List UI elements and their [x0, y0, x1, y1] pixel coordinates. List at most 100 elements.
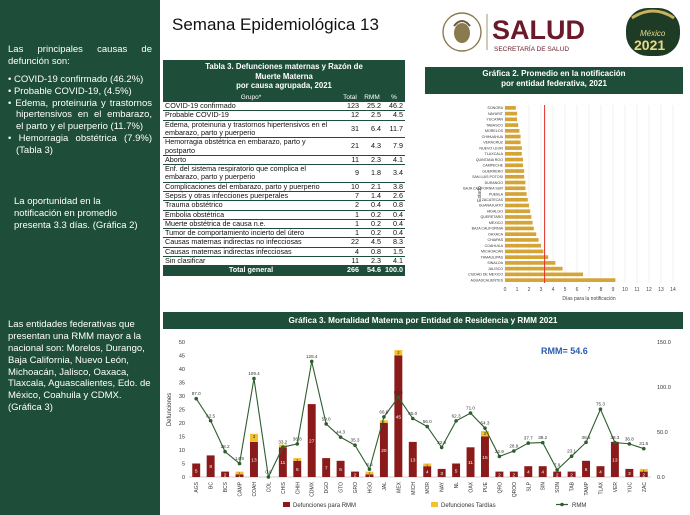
bar-value-label: 2 — [642, 472, 645, 478]
cell-group: Hemorragia obstétrica en embarazo, parto… — [163, 138, 339, 156]
bar-tardias-label: 2 — [397, 350, 400, 355]
category-label: AGS — [194, 481, 200, 492]
legend-label: Defunciones para RMM — [293, 503, 356, 509]
bar-value-label: 2 — [513, 472, 516, 478]
cell-pct: 11.7 — [383, 120, 405, 139]
table-row: Aborto 11 2.3 4.1 — [163, 155, 405, 166]
cell-pct: 0.8 — [383, 201, 405, 211]
cell-total: 9 — [339, 164, 361, 183]
cell-group: Causas maternas indirectas no infecciosa… — [163, 238, 339, 248]
category-label: VER — [613, 482, 619, 493]
category-label: AGUASCALIENTES — [470, 278, 503, 282]
bar — [505, 169, 525, 173]
category-label: CAMP — [238, 481, 244, 496]
rmm-value-label: 14.9 — [235, 456, 244, 461]
bar-value-label: 27 — [309, 439, 315, 445]
cell-total: 1 — [339, 210, 361, 220]
legend-label: Defunciones Tardías — [441, 503, 496, 509]
bar-defunciones-rmm — [625, 468, 634, 477]
category-label: CDMX — [310, 481, 316, 496]
rmm-point — [526, 441, 531, 445]
cell-pct: 0.4 — [383, 219, 405, 230]
rmm-point — [497, 454, 502, 459]
bar-value-label: 5 — [195, 468, 198, 474]
category-label: BCS — [223, 481, 229, 492]
rmm-point — [353, 443, 357, 448]
cell-rmm: 4.5 — [361, 238, 383, 248]
cause-item: COVID-19 confirmado (46.2%) — [8, 74, 152, 86]
salud-logo-subtitle: SECRETARÍA DE SALUD — [494, 44, 569, 53]
mexico-year: 2021 — [634, 37, 665, 53]
rmm-value-label: 8.6 — [366, 462, 373, 467]
x-tick-label: 13 — [658, 287, 664, 293]
rmm-point — [382, 415, 386, 419]
bar-defunciones-rmm — [278, 447, 287, 477]
cell-pct: 7.9 — [383, 137, 405, 156]
y-tick-label: 25 — [179, 408, 185, 414]
bar — [505, 272, 583, 277]
cell-pct: 3.8 — [383, 182, 405, 193]
cell-rmm: 1.8 — [361, 164, 383, 183]
category-label: TLAXCALA — [485, 152, 504, 156]
bar-value-label: 13 — [612, 457, 618, 463]
bar — [505, 134, 521, 139]
rmm-point — [237, 461, 242, 466]
rmm-point — [396, 395, 401, 400]
bar — [505, 186, 526, 191]
x-tick-label: 2 — [528, 287, 531, 293]
rmm-point — [555, 468, 559, 472]
cell-pct: 4.5 — [383, 111, 405, 121]
category-label: CHIHUAHUA — [482, 135, 504, 139]
x-tick-label: 1 — [516, 287, 519, 293]
bar-tardias-label: 1 — [383, 420, 386, 425]
bar — [505, 255, 549, 259]
bar-defunciones-tardias — [293, 458, 302, 461]
bar-tardias-label: 3 — [253, 434, 256, 439]
category-label: MORELOS — [485, 129, 504, 133]
rmm-point — [425, 424, 430, 429]
category-label: DGO — [324, 482, 330, 494]
rmm-value-label: 75.3 — [596, 402, 605, 407]
salud-logo-text: SALUD — [492, 15, 585, 45]
cell-group: Complicaciones del embarazo, parto y pue… — [163, 182, 339, 193]
rmm-point — [194, 396, 199, 401]
table-row: Embolia obstétrica 1 0.2 0.4 — [163, 210, 405, 220]
rmm-value-label: 59.0 — [322, 416, 331, 421]
category-label: SAN LUIS POTOSI — [472, 175, 503, 179]
bar-value-label: 11 — [280, 460, 285, 466]
bar-value-label: 13 — [251, 457, 257, 463]
y-tick-label: 20 — [179, 421, 185, 427]
bar-defunciones-rmm — [437, 468, 446, 477]
rmm-value-label: 128.4 — [306, 354, 318, 359]
category-label: TAB — [570, 481, 576, 491]
category-label: JALISCO — [488, 267, 503, 271]
bar-value-label: 2 — [498, 472, 501, 478]
rmm-point — [613, 440, 617, 445]
bar — [505, 117, 517, 122]
sidebar: Las principales causas de defunción son:… — [0, 0, 160, 515]
category-label: NAY — [440, 481, 446, 492]
category-label: COAHUILA — [485, 244, 504, 248]
bar-tardias-label: 1 — [426, 464, 429, 469]
rmm-point — [295, 442, 300, 446]
category-label: SONORA — [487, 106, 503, 110]
y-axis-label: Estado — [477, 186, 483, 202]
bar-tardias-label: 1 — [238, 472, 241, 477]
rmm-value-label: 36.8 — [625, 436, 634, 441]
rmm-value-label: 22.9 — [495, 449, 504, 454]
logos: SALUD SECRETARÍA DE SALUD México 2021 — [442, 8, 680, 56]
category-label: QUINTANA ROO — [476, 158, 503, 162]
cell-total: 7 — [339, 191, 361, 202]
bar-value-label: 3 — [440, 471, 443, 477]
cell-rmm: 2.3 — [361, 256, 383, 267]
col-header-rmm: RMM — [361, 93, 383, 103]
bar-defunciones-rmm — [336, 460, 345, 477]
rmm-value-label: 38.5 — [582, 435, 591, 440]
table-row: Probable COVID-19 12 2.5 4.5 — [163, 111, 405, 121]
rmm-point — [468, 411, 473, 415]
cell-group: Embolia obstétrica — [163, 210, 339, 220]
rmm-point — [223, 449, 227, 454]
category-label: MICHOACAN — [481, 250, 503, 254]
rmm-point — [439, 445, 444, 450]
table3-title-line: Tabla 3. Defunciones maternas y Razón de — [205, 62, 363, 71]
